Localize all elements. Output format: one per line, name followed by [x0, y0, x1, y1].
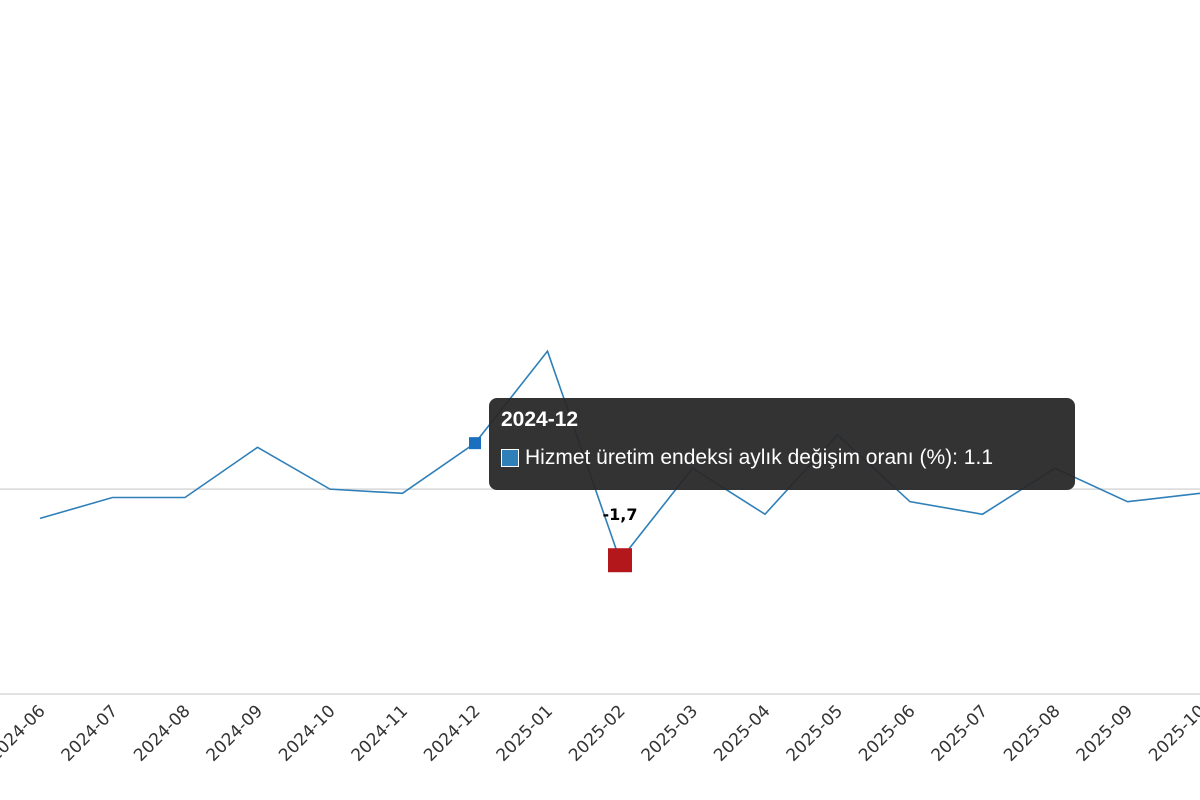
x-tick-label: 2025-04 — [710, 701, 774, 765]
x-tick-label: 2024-09 — [203, 701, 267, 765]
tooltip-text: Hizmet üretim endeksi aylık değişim oran… — [525, 446, 993, 469]
x-tick-label: 2025-03 — [638, 701, 702, 765]
x-tick-label: 2024-08 — [130, 701, 194, 765]
tooltip-title: 2024-12 — [501, 408, 579, 431]
x-tick-label: 2024-12 — [420, 701, 484, 765]
highlight-point — [608, 548, 632, 573]
x-tick-label: 2025-02 — [565, 701, 629, 765]
x-tick-label: 2025-06 — [855, 701, 919, 765]
x-tick-label: 2024-06 — [0, 701, 50, 765]
x-tick-label: 2025-10 — [1145, 701, 1200, 765]
x-tick-label: 2025-09 — [1073, 701, 1137, 765]
x-tick-label: 2025-07 — [928, 701, 992, 765]
data-label: -1,7 — [603, 505, 638, 524]
x-tick-label: 2025-08 — [1000, 701, 1064, 765]
x-tick-label: 2024-10 — [275, 701, 339, 765]
tooltip: 2024-12 Hizmet üretim endeksi aylık deği… — [489, 398, 1075, 490]
tooltip-swatch — [501, 449, 519, 467]
x-tick-label: 2024-11 — [348, 701, 412, 765]
x-tick-label: 2024-07 — [58, 701, 122, 765]
tooltip-row: Hizmet üretim endeksi aylık değişim oran… — [501, 446, 1063, 470]
hover-point — [469, 437, 481, 450]
x-tick-label: 2025-05 — [783, 701, 847, 765]
x-tick-label: 2025-01 — [493, 701, 557, 765]
